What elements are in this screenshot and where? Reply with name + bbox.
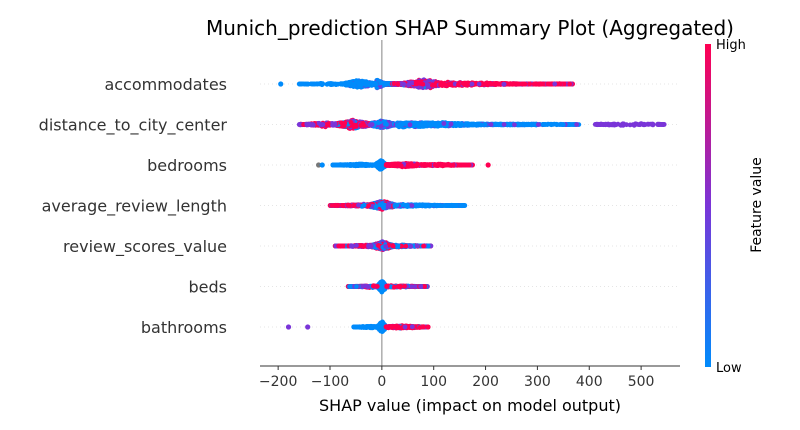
shap-point (401, 81, 407, 87)
shap-point (520, 81, 525, 87)
shap-point (364, 81, 370, 87)
shap-point (351, 82, 357, 88)
shap-point (341, 123, 347, 129)
shap-point (333, 81, 338, 87)
shap-point (501, 81, 507, 87)
shap-point (442, 81, 447, 87)
shap-point (460, 81, 466, 86)
chart-title: Munich_prediction SHAP Summary Plot (Agg… (206, 16, 734, 40)
shap-point (539, 81, 545, 87)
shap-point (509, 81, 515, 87)
shap-point (395, 81, 401, 87)
shap-point (309, 81, 315, 87)
shap-point (406, 82, 411, 88)
shap-point (361, 123, 367, 128)
shap-point (567, 81, 573, 87)
shap-point (527, 81, 533, 87)
shap-point (456, 82, 461, 87)
shap-point (552, 81, 558, 87)
shap-point (534, 81, 540, 87)
shap-point (420, 81, 426, 87)
shap-point (300, 81, 306, 87)
shap-points (278, 77, 667, 334)
shap-point (557, 81, 563, 87)
shap-point (448, 81, 453, 87)
shap-point (469, 81, 475, 87)
shap-point (359, 82, 364, 88)
shap-point (476, 81, 482, 87)
shap-point (320, 81, 326, 87)
shap-point (351, 124, 357, 130)
shap-point (348, 120, 354, 125)
shap-point (278, 81, 284, 87)
shap-point (340, 81, 346, 87)
shap-point (493, 81, 499, 87)
shap-point (326, 81, 331, 87)
shap-point (545, 81, 551, 87)
shap-point (371, 81, 377, 87)
feature-row-lines (260, 83, 680, 328)
shap-point (346, 80, 352, 86)
